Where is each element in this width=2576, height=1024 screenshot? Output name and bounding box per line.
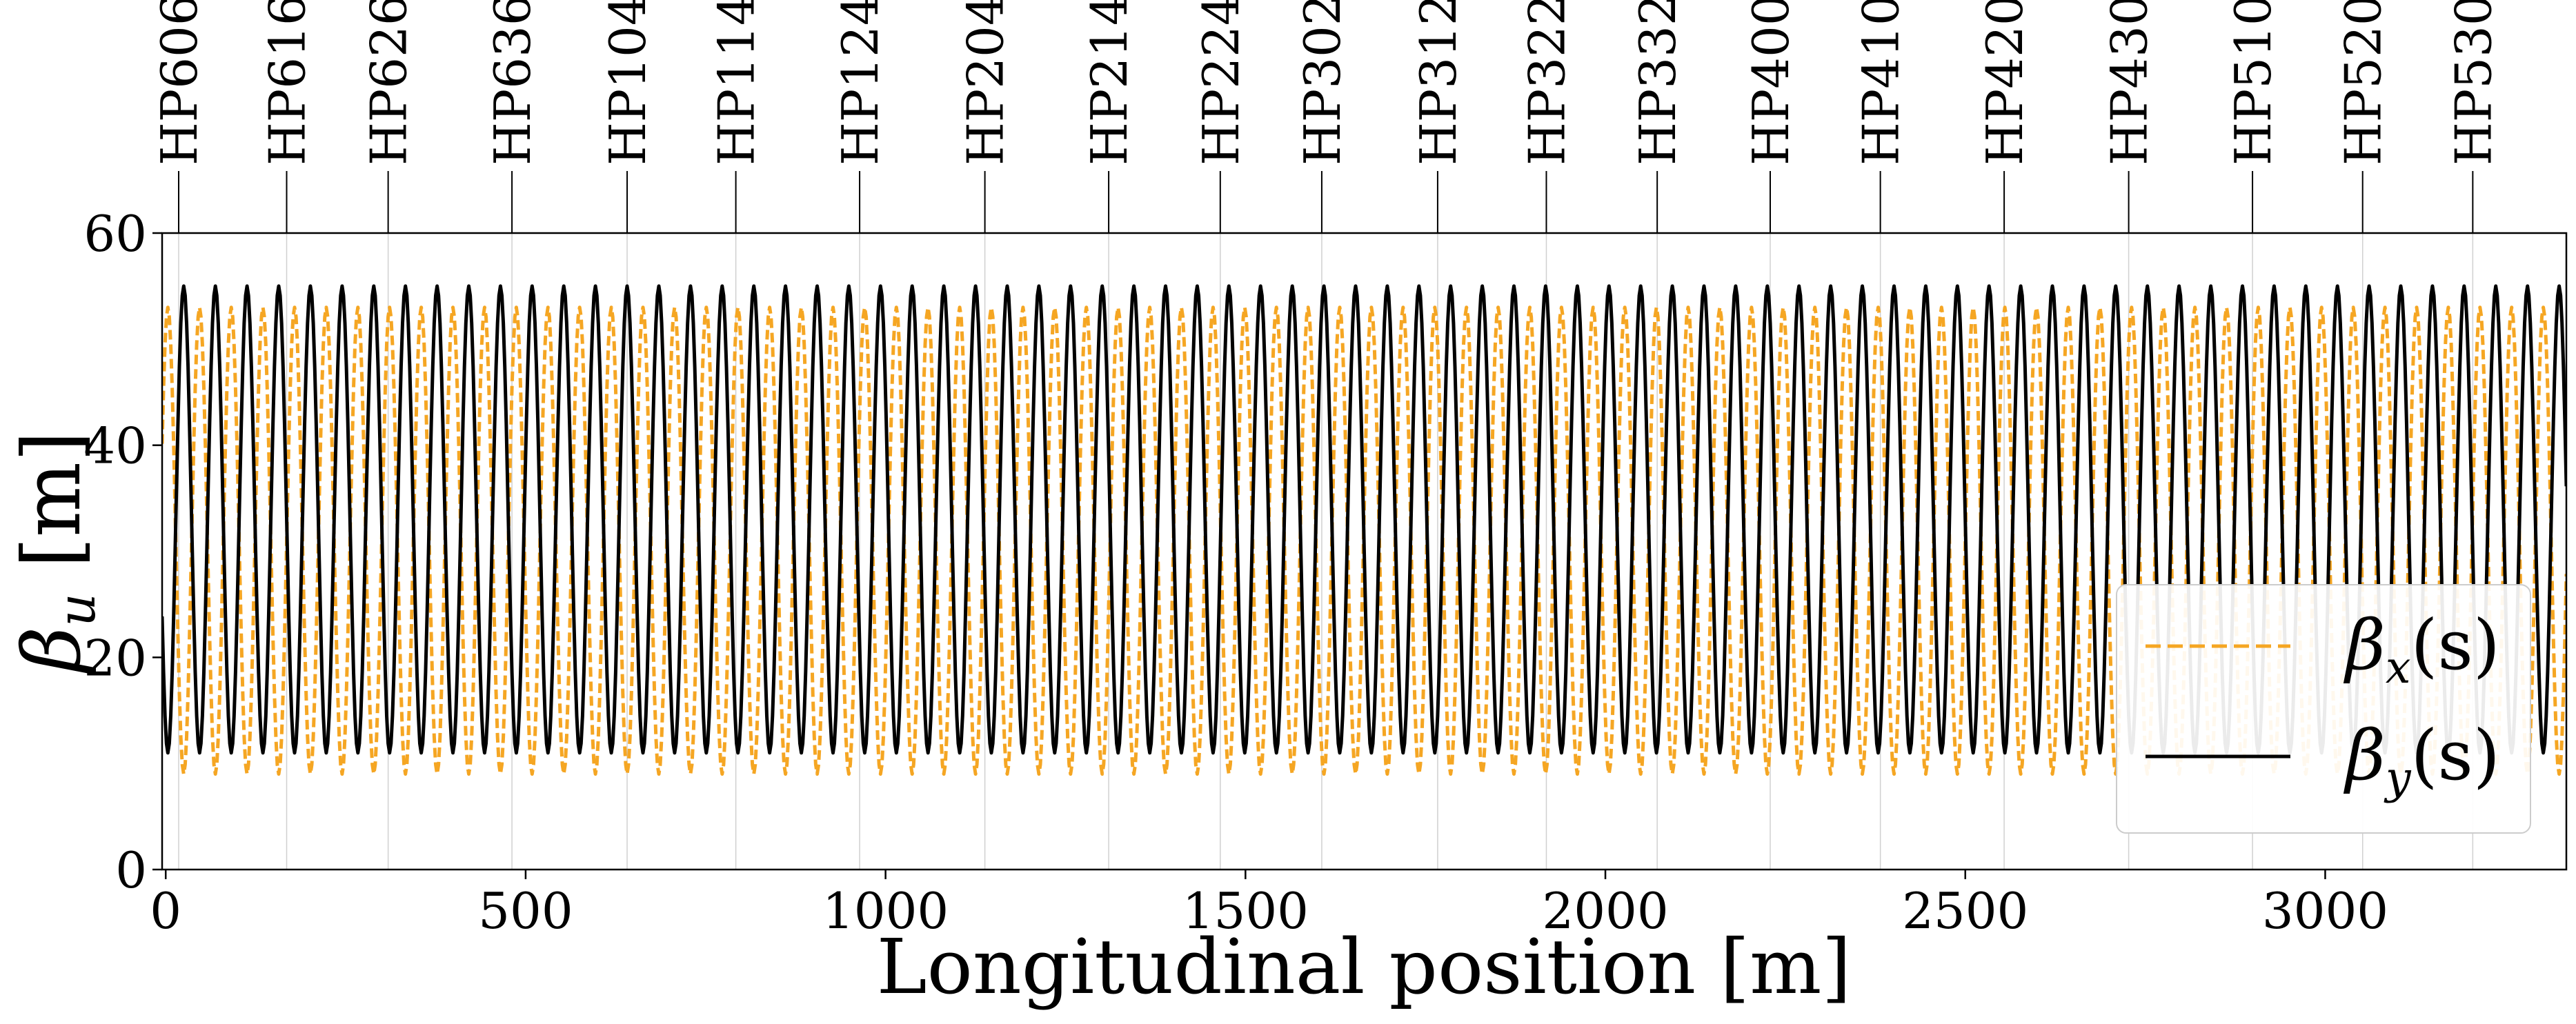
marker-label: HP204 (957, 0, 1015, 165)
y-axis-title-unit: [m] (6, 431, 99, 593)
marker-label: HP616 (259, 0, 317, 165)
marker-label: HP626 (360, 0, 418, 165)
marker-label: HP312 (1409, 0, 1467, 165)
y-tick-label: 40 (83, 417, 147, 475)
marker-label: HP530 (2444, 0, 2502, 165)
marker-label: HP410 (1852, 0, 1910, 165)
x-tick-label: 500 (478, 882, 573, 940)
legend-label-beta-y: βy(s) (2343, 715, 2500, 804)
top-marker-group: HP606 HP616 HP626 HP636 HP104 HP114 HP124 HP204… (150, 0, 2502, 870)
y-tick-label: 0 (115, 841, 147, 899)
x-axis: 0 500 1000 1500 2000 2500 3000 (150, 870, 2388, 940)
marker-label: HP322 (1518, 0, 1576, 165)
x-tick-label: 1500 (1182, 882, 1309, 940)
x-tick-label: 2000 (1542, 882, 1668, 940)
marker-label: HP332 (1629, 0, 1687, 165)
marker-label: HP224 (1192, 0, 1250, 165)
marker-label: HP302 (1294, 0, 1351, 165)
marker-label: HP104 (599, 0, 657, 165)
marker-label: HP114 (708, 0, 766, 165)
marker-label: HP400 (1742, 0, 1800, 165)
marker-label: HP510 (2224, 0, 2282, 165)
marker-label: HP420 (1976, 0, 2034, 165)
x-tick-label: 3000 (2262, 882, 2388, 940)
legend-label-beta-x: βx(s) (2343, 605, 2500, 694)
y-axis-title-symbol: β (6, 627, 99, 675)
y-axis-title: βu [m] (6, 431, 107, 675)
marker-label: HP520 (2335, 0, 2392, 165)
legend: βx(s) βy(s) (2116, 584, 2531, 834)
y-axis: 0 20 40 60 (83, 205, 162, 899)
marker-label: HP636 (484, 0, 542, 165)
marker-label: HP606 (150, 0, 208, 165)
x-tick-label: 2500 (1902, 882, 2028, 940)
x-tick-label: 0 (150, 882, 181, 940)
x-tick-label: 1000 (822, 882, 949, 940)
marker-label: HP124 (831, 0, 889, 165)
y-tick-label: 60 (83, 205, 147, 263)
svg-text:βu [m]: βu [m] (6, 431, 107, 675)
x-axis-title: Longitudinal position [m] (877, 923, 1852, 1011)
plot-frame (161, 232, 2568, 871)
y-tick-label: 20 (83, 629, 147, 687)
marker-label: HP214 (1080, 0, 1138, 165)
marker-label: HP430 (2101, 0, 2159, 165)
y-axis-title-subscript: u (46, 593, 107, 626)
